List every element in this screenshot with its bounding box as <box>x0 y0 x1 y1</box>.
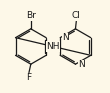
Text: NH: NH <box>46 42 60 51</box>
Text: F: F <box>26 73 32 82</box>
Text: N: N <box>78 60 84 69</box>
Text: Cl: Cl <box>72 11 81 20</box>
Text: Br: Br <box>26 11 36 20</box>
Text: N: N <box>62 33 69 42</box>
